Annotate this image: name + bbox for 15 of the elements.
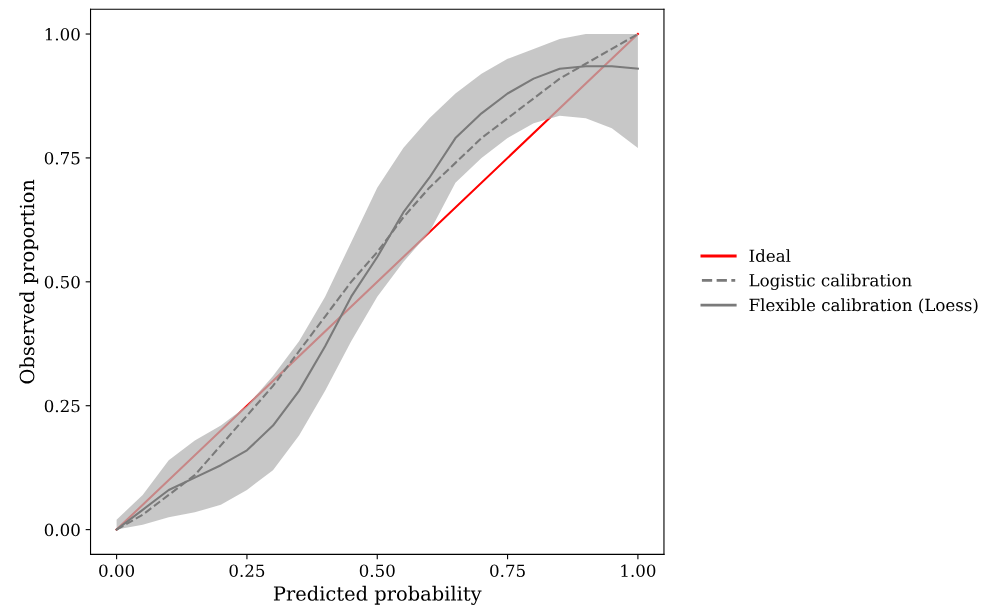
y-tick-label: 0.00 — [44, 523, 80, 537]
x-tick-label: 0.25 — [229, 564, 265, 578]
x-tick-label: 0.75 — [490, 564, 525, 578]
y-axis-title: Observed proportion — [19, 179, 39, 384]
x-tick-label: 1.00 — [621, 564, 656, 578]
x-tick-label: 0.50 — [359, 564, 395, 578]
y-tick-label: 0.75 — [44, 151, 80, 165]
y-tick-label: 0.25 — [44, 399, 80, 413]
x-axis-title: Predicted probability — [273, 585, 482, 605]
y-tick-label: 1.00 — [45, 27, 80, 41]
legend-label: Logistic calibration — [749, 273, 912, 290]
x-tick-label: 0.00 — [99, 564, 135, 578]
legend-label: Flexible calibration (Loess) — [749, 298, 978, 314]
legend-label: Ideal — [749, 249, 791, 263]
y-tick-label: 0.50 — [44, 275, 80, 289]
